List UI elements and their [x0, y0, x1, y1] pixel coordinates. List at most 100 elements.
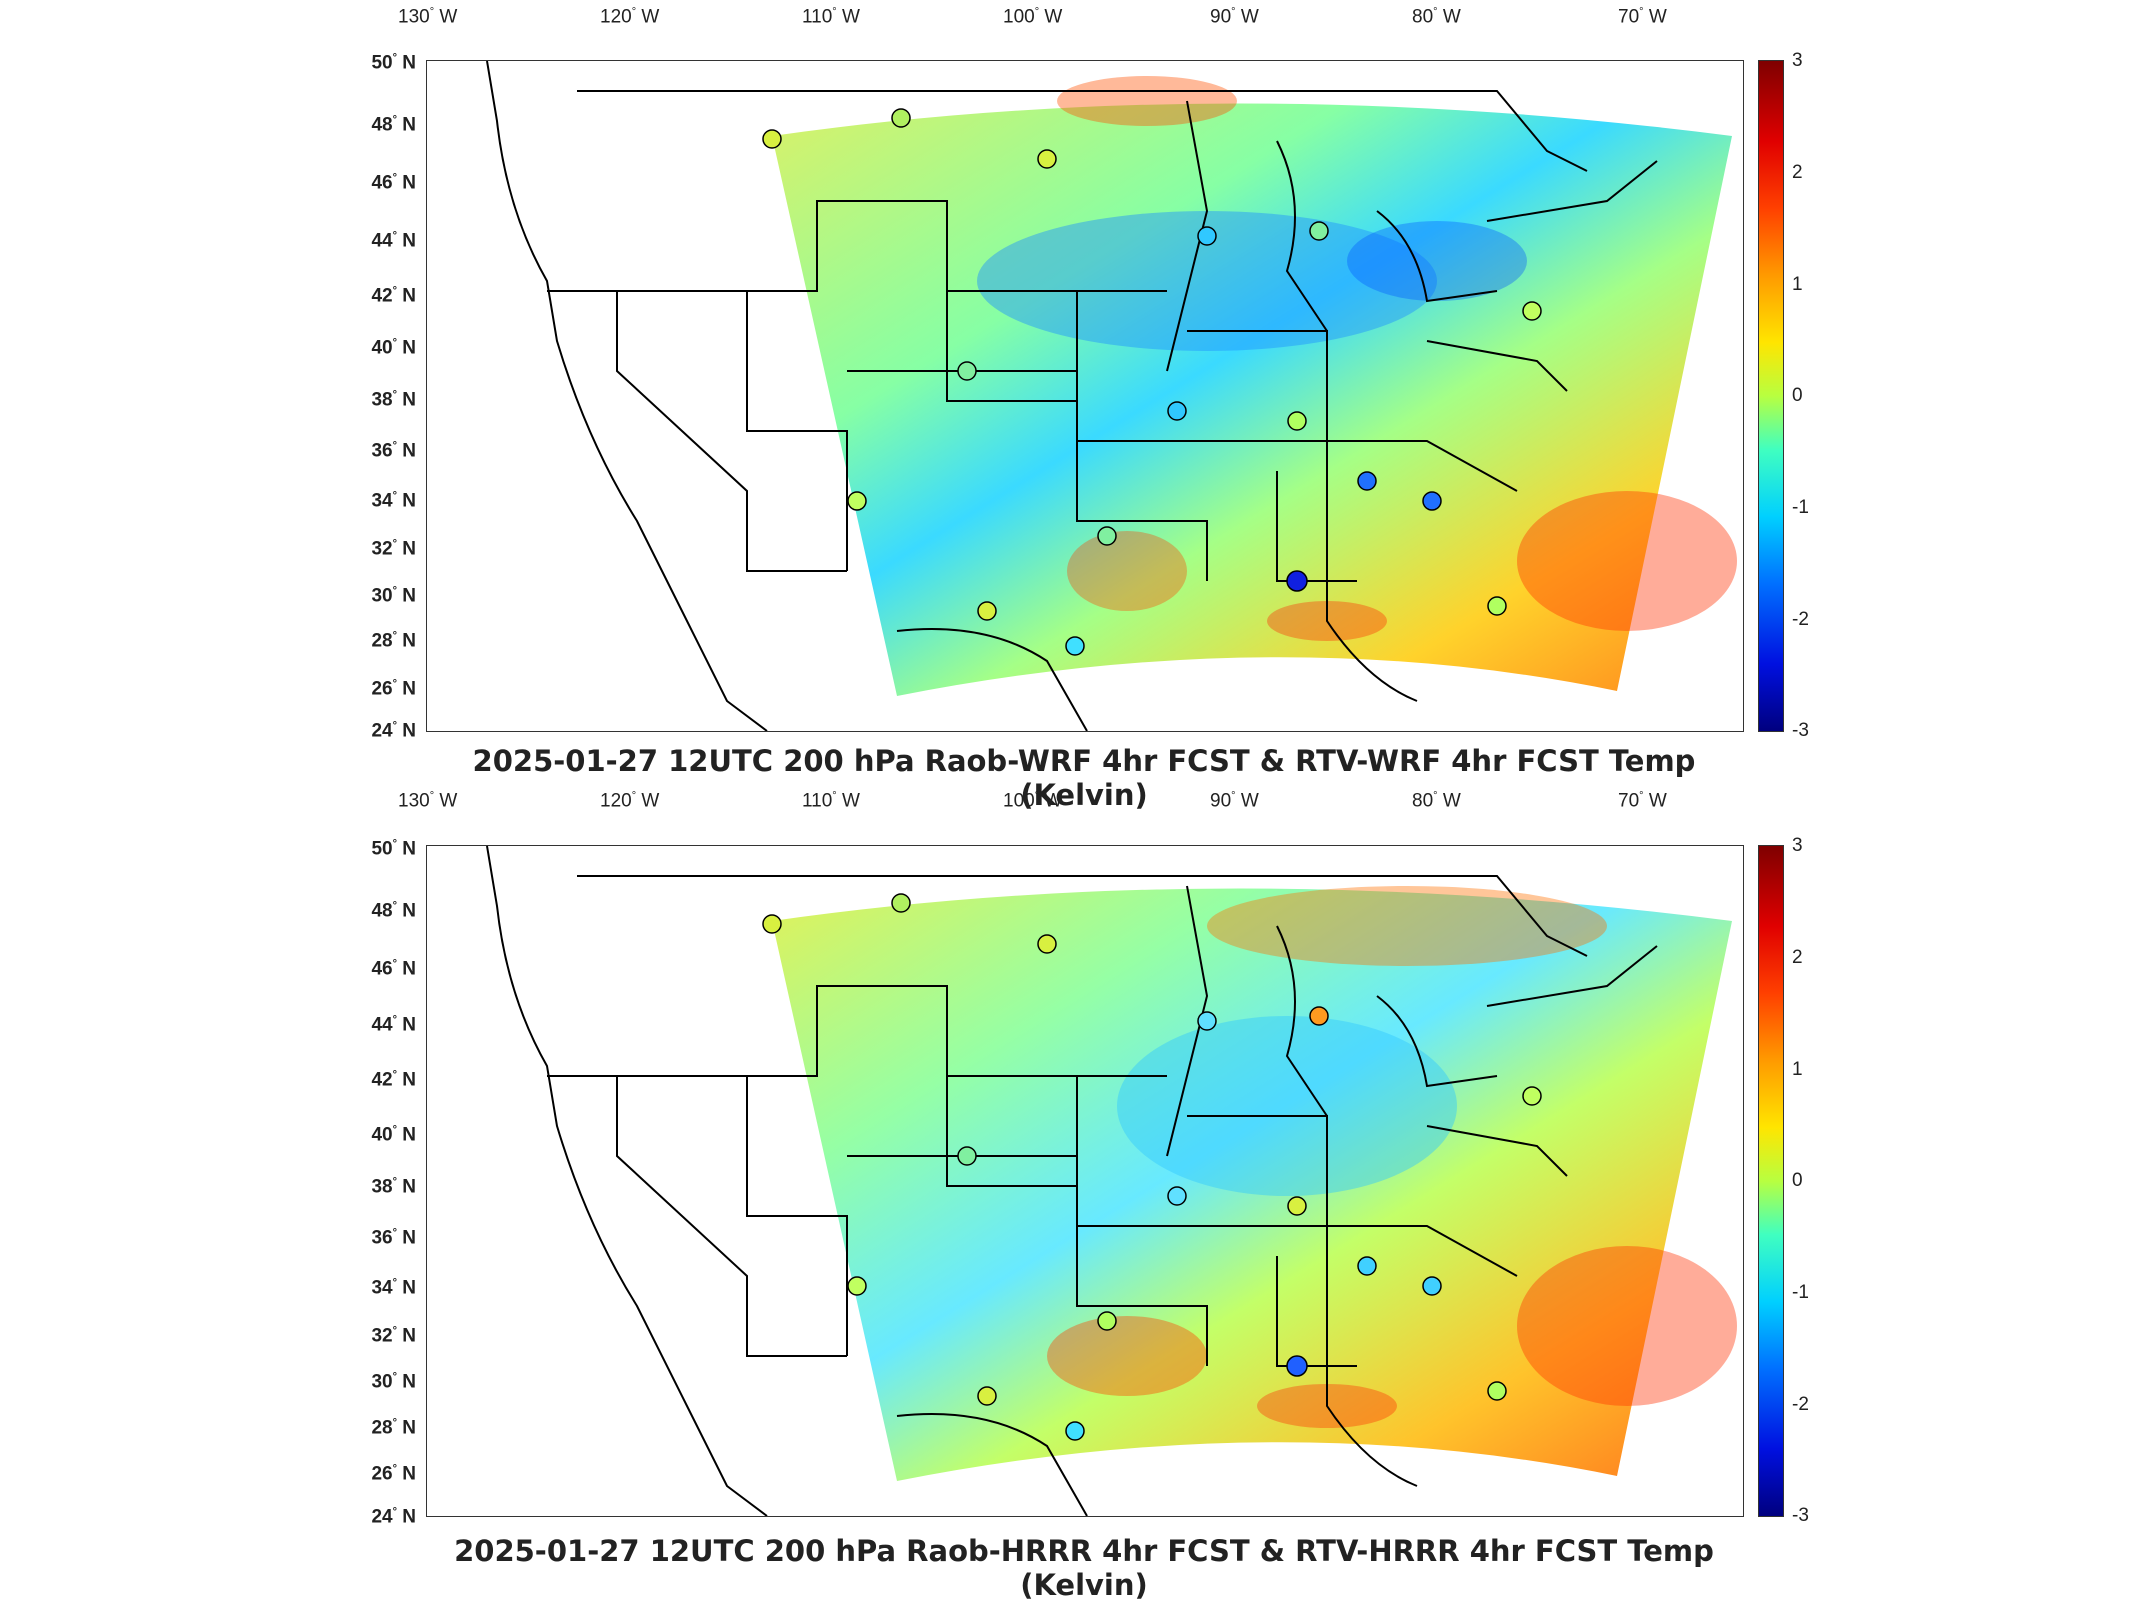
- latitude-label: 24° N: [371, 1506, 416, 1528]
- longitude-label: 70° W: [1618, 790, 1667, 812]
- raob-station: [977, 1386, 997, 1406]
- map-frame: [426, 845, 1744, 1517]
- colorbar-tick: -3: [1792, 720, 1809, 741]
- warm-anomaly-region: [1517, 1246, 1737, 1406]
- latitude-label: 34° N: [371, 1277, 416, 1299]
- raob-station: [957, 361, 977, 381]
- latitude-label: 46° N: [371, 172, 416, 194]
- raob-station: [891, 893, 911, 913]
- raob-station: [1197, 1011, 1217, 1031]
- latitude-label: 38° N: [371, 1176, 416, 1198]
- latitude-label: 28° N: [371, 1417, 416, 1439]
- colorbar-tick: -1: [1792, 1282, 1809, 1303]
- raob-station: [1286, 570, 1308, 592]
- colorbar: [1758, 60, 1784, 732]
- colorbar-tick: -3: [1792, 1505, 1809, 1526]
- raob-station-markers: [762, 893, 1542, 1441]
- raob-station: [1487, 596, 1507, 616]
- state-borders: [486, 846, 1658, 1516]
- raob-station: [847, 1276, 867, 1296]
- raob-station: [1422, 1276, 1442, 1296]
- raob-station: [891, 108, 911, 128]
- latitude-label: 44° N: [371, 230, 416, 252]
- warm-anomaly-region: [1207, 886, 1607, 966]
- latitude-label: 50° N: [371, 838, 416, 860]
- raob-station: [1287, 411, 1307, 431]
- raob-station: [1357, 471, 1377, 491]
- raob-station: [1286, 1355, 1308, 1377]
- colorbar-tick: 0: [1792, 1170, 1803, 1191]
- latitude-label: 36° N: [371, 440, 416, 462]
- latitude-label: 48° N: [371, 114, 416, 136]
- raob-station: [1037, 934, 1057, 954]
- raob-station: [1522, 1086, 1542, 1106]
- longitude-label: 70° W: [1618, 6, 1667, 28]
- raob-station: [847, 491, 867, 511]
- latitude-label: 32° N: [371, 538, 416, 560]
- longitude-label: 80° W: [1412, 6, 1461, 28]
- raob-station: [1487, 1381, 1507, 1401]
- latitude-label: 48° N: [371, 900, 416, 922]
- longitude-label: 120° W: [600, 790, 660, 812]
- longitude-label: 100° W: [1003, 6, 1063, 28]
- colorbar-tick: -1: [1792, 497, 1809, 518]
- raob-station: [1167, 1186, 1187, 1206]
- latitude-label: 44° N: [371, 1014, 416, 1036]
- colorbar: [1758, 845, 1784, 1517]
- cold-anomaly-region: [977, 211, 1437, 351]
- latitude-label: 38° N: [371, 389, 416, 411]
- latitude-label: 50° N: [371, 52, 416, 74]
- latitude-label: 36° N: [371, 1227, 416, 1249]
- panel-title: 2025-01-27 12UTC 200 hPa Raob-HRRR 4hr F…: [454, 1534, 1714, 1602]
- raob-station: [1522, 301, 1542, 321]
- warm-anomaly-region: [1517, 491, 1737, 631]
- latitude-label: 26° N: [371, 1463, 416, 1485]
- colorbar-tick: 1: [1792, 274, 1803, 295]
- map-svg: [486, 846, 1737, 1516]
- raob-station: [762, 914, 782, 934]
- map-frame: [426, 60, 1744, 732]
- colorbar-tick: 3: [1792, 50, 1803, 71]
- raob-station: [1309, 1006, 1329, 1026]
- latitude-label: 30° N: [371, 585, 416, 607]
- warm-anomaly-region: [1067, 531, 1187, 611]
- colorbar-tick: 1: [1792, 1059, 1803, 1080]
- latitude-label: 42° N: [371, 1069, 416, 1091]
- colorbar-tick: -2: [1792, 1394, 1809, 1415]
- raob-station: [1287, 1196, 1307, 1216]
- raob-station: [977, 601, 997, 621]
- warm-anomaly-region: [1057, 76, 1237, 126]
- longitude-label: 80° W: [1412, 790, 1461, 812]
- raob-station-markers: [762, 108, 1542, 656]
- longitude-label: 100° W: [1003, 790, 1063, 812]
- longitude-label: 90° W: [1210, 6, 1259, 28]
- cold-anomaly-region: [1117, 1016, 1457, 1196]
- raob-station: [762, 129, 782, 149]
- longitude-label: 130° W: [398, 790, 458, 812]
- map-panel-wrf: 130° W 120° W 110° W 100° W 90° W 80° W …: [0, 0, 2133, 812]
- forecast-field: [772, 103, 1732, 696]
- raob-station: [1065, 1421, 1085, 1441]
- latitude-label: 46° N: [371, 958, 416, 980]
- longitude-label: 120° W: [600, 6, 660, 28]
- cold-anomaly-region: [1347, 221, 1527, 301]
- raob-station: [1097, 526, 1117, 546]
- raob-station: [1422, 491, 1442, 511]
- longitude-label: 90° W: [1210, 790, 1259, 812]
- colorbar-tick: 2: [1792, 162, 1803, 183]
- longitude-label: 130° W: [398, 6, 458, 28]
- colorbar-tick: 2: [1792, 947, 1803, 968]
- map-panel-hrrr: 130° W 120° W 110° W 100° W 90° W 80° W …: [0, 790, 2133, 1602]
- latitude-label: 26° N: [371, 678, 416, 700]
- latitude-label: 32° N: [371, 1325, 416, 1347]
- latitude-label: 34° N: [371, 490, 416, 512]
- forecast-field: [772, 888, 1732, 1481]
- raob-station: [1309, 221, 1329, 241]
- latitude-label: 40° N: [371, 337, 416, 359]
- raob-station: [1197, 226, 1217, 246]
- map-svg: [486, 61, 1737, 731]
- latitude-label: 30° N: [371, 1371, 416, 1393]
- longitude-label: 110° W: [802, 790, 860, 812]
- colorbar-tick: 3: [1792, 835, 1803, 856]
- raob-station: [1037, 149, 1057, 169]
